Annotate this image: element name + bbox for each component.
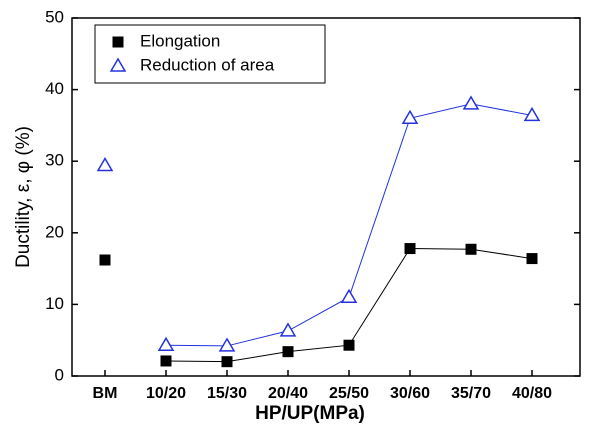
- series-line: [165, 103, 533, 347]
- marker: [160, 355, 172, 367]
- marker: [340, 288, 358, 303]
- y-tick-label: 40: [45, 79, 64, 98]
- marker: [279, 322, 297, 337]
- marker: [343, 339, 355, 351]
- x-axis-title: HP/UP(MPa): [255, 403, 365, 424]
- y-tick-label: 10: [45, 294, 64, 313]
- x-tick-label: 15/30: [207, 385, 247, 402]
- marker: [523, 106, 541, 122]
- y-tick-label: 0: [55, 365, 64, 384]
- marker: [96, 157, 114, 172]
- y-axis-title: Ductility, ε, φ (%): [13, 126, 34, 268]
- plot-frame: [71, 17, 581, 377]
- marker: [99, 254, 111, 266]
- marker: [218, 337, 236, 352]
- marker: [404, 243, 416, 255]
- marker: [157, 336, 175, 351]
- x-tick-label: 10/20: [146, 385, 186, 402]
- marker: [401, 109, 419, 124]
- marker: [282, 346, 294, 358]
- legend-label: Elongation: [140, 31, 220, 50]
- legend-label: Reduction of area: [140, 55, 275, 74]
- y-tick-label: 20: [45, 222, 64, 241]
- x-tick-label: BM: [93, 385, 118, 402]
- y-tick-label: 30: [45, 151, 64, 170]
- marker: [462, 95, 480, 110]
- marker: [526, 253, 538, 265]
- x-tick-label: 30/60: [390, 385, 430, 402]
- marker: [221, 356, 233, 368]
- marker: [109, 57, 127, 72]
- x-tick-label: 40/80: [512, 385, 552, 402]
- x-tick-label: 25/50: [329, 385, 369, 402]
- marker: [112, 36, 124, 48]
- x-tick-label: 35/70: [451, 385, 491, 402]
- marker: [465, 243, 477, 255]
- y-tick-label: 50: [45, 7, 64, 26]
- x-tick-label: 20/40: [268, 385, 308, 402]
- legend-box: [94, 24, 326, 84]
